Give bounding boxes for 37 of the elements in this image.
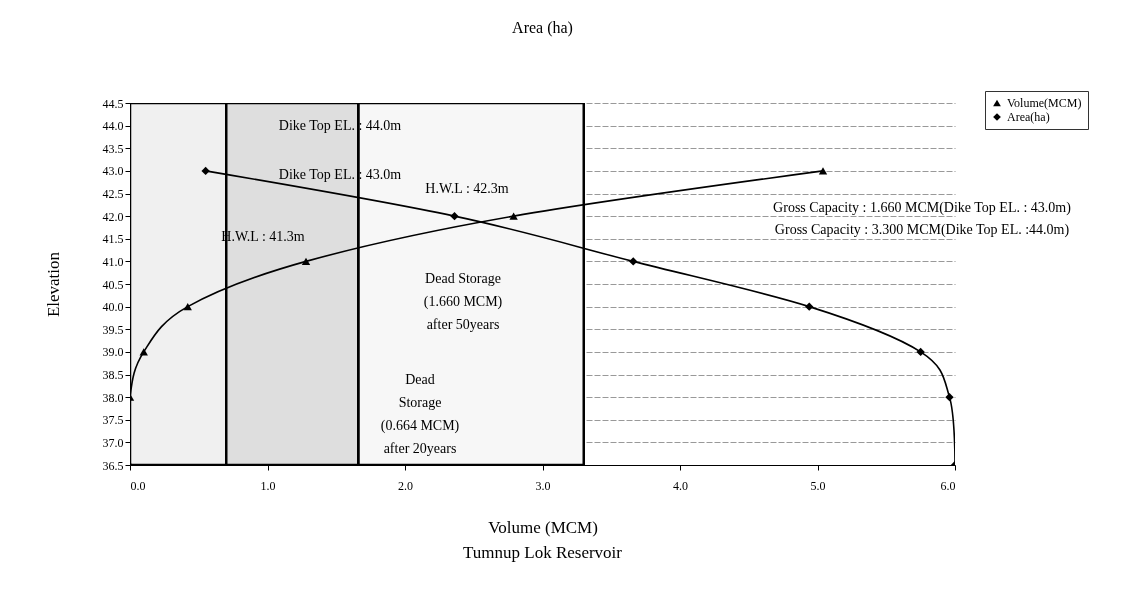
annotation: Dead Storage (1.660 MCM) after 50years <box>423 271 503 332</box>
legend-label: Volume(MCM) <box>1007 96 1082 110</box>
y-tick-label: 39.5 <box>102 322 124 337</box>
x-tick-label: 5.0 <box>810 478 826 493</box>
y-tick-label: 41.5 <box>102 232 124 247</box>
x-tick-label: 1.0 <box>260 478 276 493</box>
legend-label: Area(ha) <box>1007 110 1050 124</box>
y-tick-label: 42.0 <box>102 209 124 224</box>
x-axis-title: Volume (MCM) <box>488 517 598 537</box>
y-tick-label: 40.5 <box>102 277 124 292</box>
x-tick-label: 0.0 <box>130 478 146 493</box>
text: Tumnup Lok Reservoir <box>463 543 623 562</box>
annotation: Dike Top EL. : 43.0m <box>278 167 402 182</box>
y-tick-label: 44.5 <box>102 96 124 111</box>
y-tick-label: 38.5 <box>102 368 124 382</box>
x-tick-label: 4.0 <box>673 478 688 493</box>
y-tick-label: 43.5 <box>102 141 124 156</box>
annotation: Dead Storage (0.664 MCM) after 20years <box>380 372 460 456</box>
y-tick-label: 38.0 <box>102 390 124 405</box>
y-tick-label: 44.0 <box>102 119 124 134</box>
y-tick-label: 37.0 <box>102 435 124 450</box>
x-tick-label: 3.0 <box>535 478 551 493</box>
annotation: Gross Capacity : 3.300 MCM(Dike Top EL. :44.0m) <box>774 222 1070 238</box>
y-tick-label: 40.0 <box>102 300 124 315</box>
y-axis-title: Elevation <box>43 251 63 318</box>
y-tick-label: 41.0 <box>102 254 124 269</box>
y-tick-label: 36.5 <box>102 458 124 473</box>
annotation: H.W.L : 42.3m <box>425 181 509 196</box>
y-tick-label: 43.0 <box>102 164 124 179</box>
x-tick-label: 6.0 <box>940 478 956 493</box>
y-tick-label: 37.5 <box>102 413 124 428</box>
annotation: Gross Capacity : 1.660 MCM(Dike Top EL. : 43.0m) <box>773 200 1072 216</box>
y-tick-label: 42.5 <box>102 187 124 201</box>
annotation: Dike Top EL. : 44.0m <box>278 118 402 133</box>
y-tick-label: 39.0 <box>102 345 124 360</box>
chart-title: Area (ha) <box>512 18 573 37</box>
x-tick-label: 2.0 <box>398 478 413 493</box>
